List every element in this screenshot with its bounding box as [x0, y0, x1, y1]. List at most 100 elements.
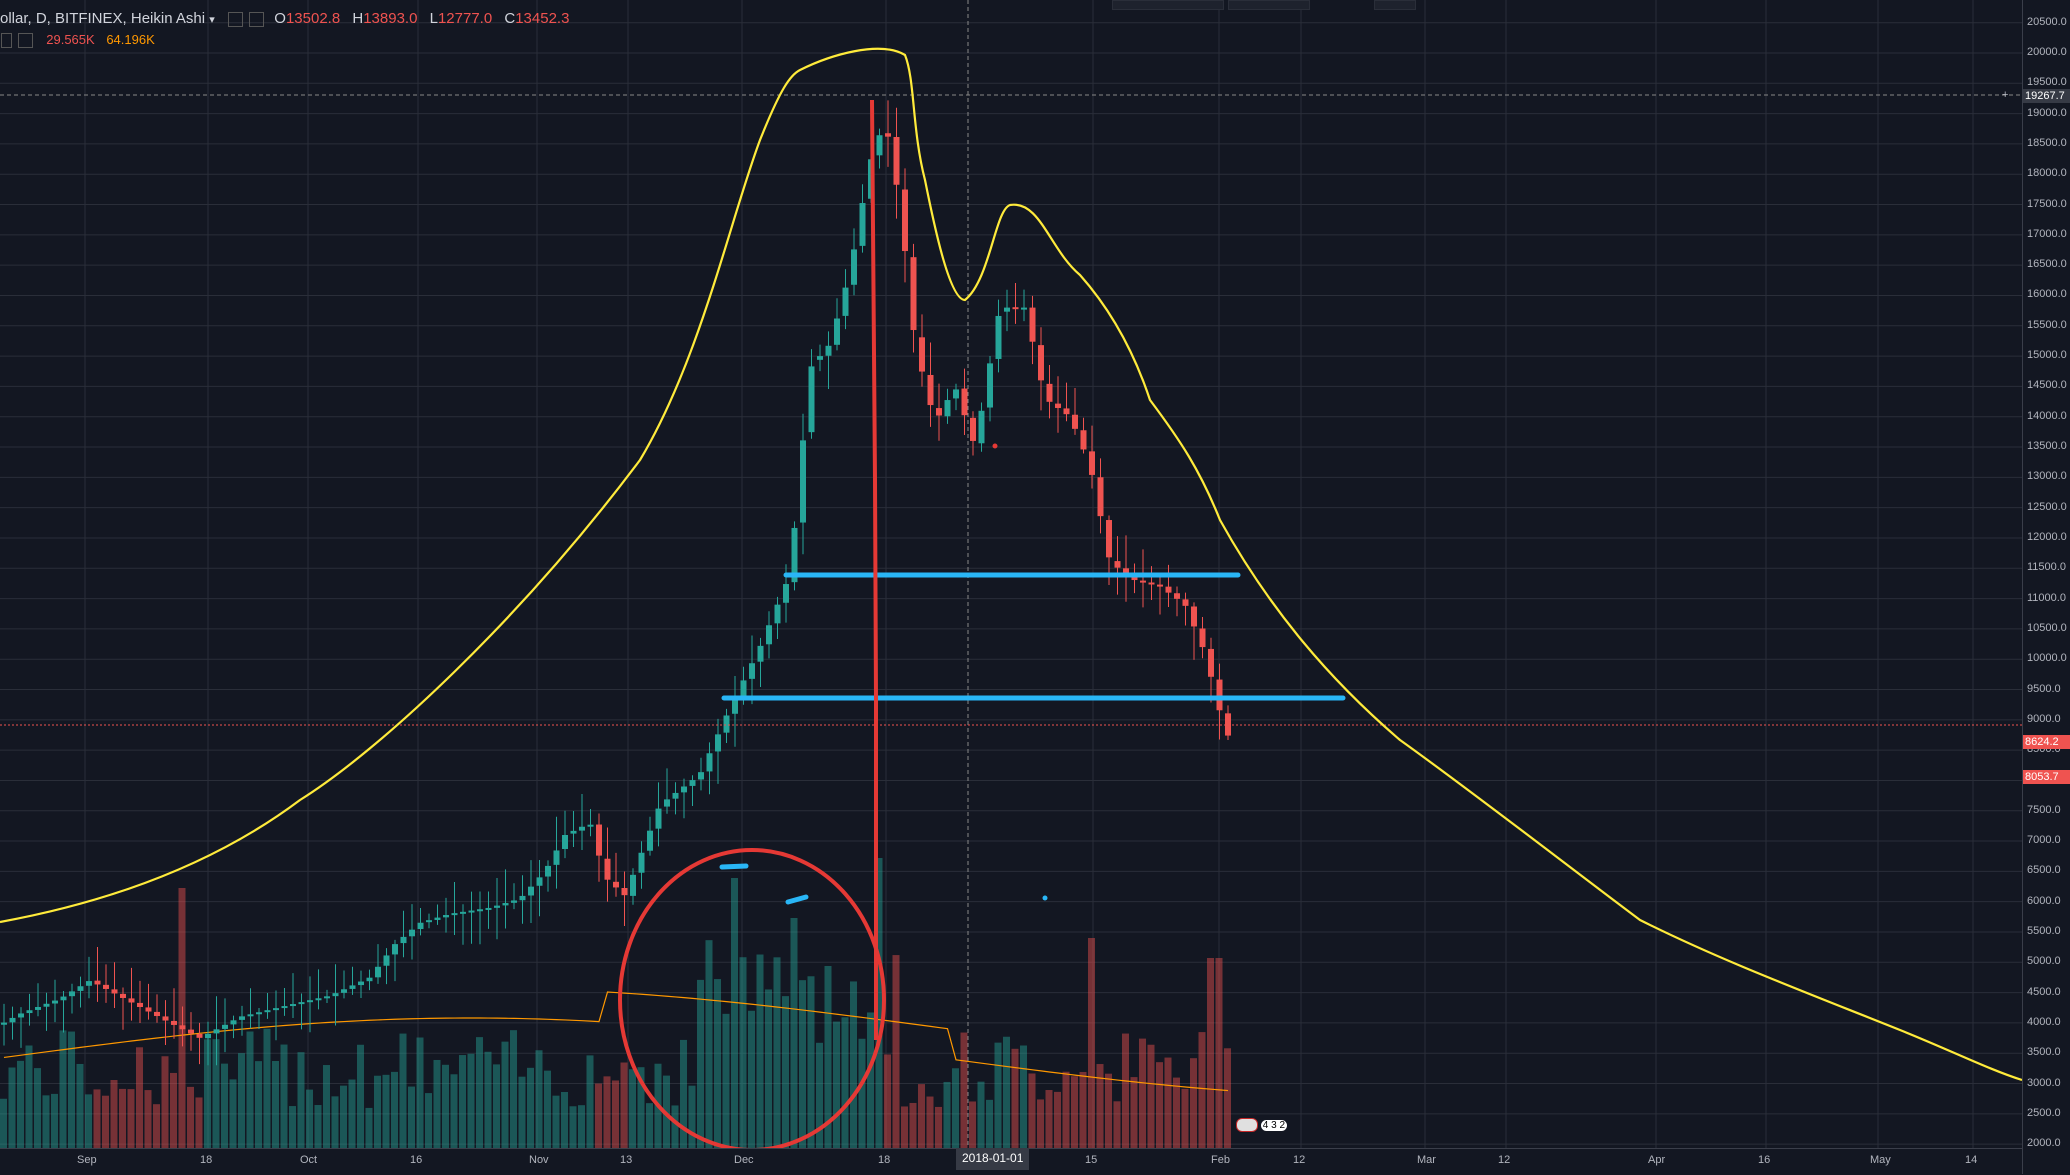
close-icon[interactable]: [249, 11, 265, 27]
close-icon[interactable]: [17, 33, 33, 49]
volume-bar: [238, 1053, 245, 1148]
drawing-red-ellipse: [618, 848, 886, 1148]
candle-body: [1225, 713, 1231, 736]
price-axis[interactable]: 20500.0 20000.0 19500.0 19000.0 18500.0 18000…: [2022, 0, 2070, 1174]
candle-body: [1004, 307, 1010, 312]
candle-body: [1174, 593, 1180, 599]
candle-body: [774, 604, 781, 624]
candle-body: [1097, 477, 1104, 517]
volume-bar: [510, 1030, 517, 1148]
price-tick-label: 2000.0: [2027, 1137, 2061, 1150]
volume-bar: [935, 1106, 942, 1148]
volume-bar: [697, 979, 704, 1148]
settings-icon[interactable]: [227, 11, 243, 27]
volume-bar: [110, 1079, 118, 1148]
volume-value: 29.565K: [46, 32, 95, 47]
volume-bar: [1088, 938, 1095, 1148]
candle-body: [808, 366, 815, 433]
top-toolbar-stub[interactable]: [1112, 0, 1224, 10]
price-tick-label: 11500.0: [2027, 561, 2066, 574]
candle-body: [502, 903, 509, 906]
volume-bar: [867, 1012, 874, 1148]
candle-body: [247, 1014, 254, 1017]
top-toolbar-stub[interactable]: [1228, 0, 1310, 10]
time-tick-label: 15: [1085, 1154, 1098, 1166]
eye-icon[interactable]: [1, 33, 12, 49]
price-tick-label: 10000.0: [2027, 652, 2067, 665]
symbol-title[interactable]: ollar, D, BITFINEX, Heikin Ashi: [0, 10, 206, 27]
volume-ma-line: [3, 991, 1229, 1092]
drawing-blue-dot: [1042, 895, 1048, 901]
candle-body: [927, 374, 934, 406]
time-tick-label: Apr: [1648, 1154, 1666, 1166]
candle-body: [715, 734, 721, 752]
volume-bar: [93, 1089, 101, 1148]
price-tick-label: 15500.0: [2027, 318, 2067, 331]
candle-body: [205, 1033, 211, 1039]
price-tick-label: 13000.0: [2027, 470, 2067, 483]
volume-bar: [977, 1081, 985, 1148]
chart-area[interactable]: ollar, D, BITFINEX, Heikin Ashi ▾ O13502…: [0, 0, 2022, 1148]
price-chart[interactable]: [0, 0, 2022, 1148]
candle-body: [995, 315, 1002, 359]
candle-body: [1038, 345, 1044, 381]
candle-body: [834, 318, 840, 345]
volume-bar: [221, 1063, 228, 1148]
candle-body: [366, 977, 373, 982]
volume-bar: [34, 1068, 41, 1148]
event-flags[interactable]: 4 3 2: [1236, 1118, 1288, 1132]
candle-body: [919, 337, 925, 372]
chevron-down-icon[interactable]: ▾: [209, 14, 215, 26]
volume-bar: [841, 1017, 849, 1148]
volume-bar: [289, 1106, 296, 1148]
volume-bar: [399, 1033, 407, 1148]
volume-bar: [484, 1051, 492, 1148]
candle-body: [936, 408, 942, 416]
candle-body: [987, 363, 993, 408]
candle-body: [18, 1013, 24, 1018]
candle-body: [434, 917, 441, 920]
time-tick-label: Nov: [529, 1154, 549, 1166]
candle-body: [188, 1029, 194, 1034]
volume-bar: [263, 1028, 271, 1148]
volume-bar: [1207, 958, 1214, 1148]
price-tick-label: 18500.0: [2027, 136, 2067, 149]
volume-bar: [59, 1030, 67, 1148]
candle-body: [1106, 520, 1112, 558]
candle-body: [154, 1011, 160, 1017]
volume-bar: [1045, 1090, 1053, 1148]
volume-bar: [909, 1102, 917, 1148]
candle-body: [86, 981, 92, 986]
volume-bar: [501, 1041, 509, 1148]
volume-bar: [76, 1063, 84, 1148]
price-tick-label: 12000.0: [2027, 530, 2067, 543]
volume-bar: [773, 957, 781, 1148]
flag-icon: [1236, 1118, 1258, 1132]
candle-body: [9, 1017, 16, 1023]
price-tick-label: 3500.0: [2027, 1046, 2061, 1059]
candle-body: [1046, 383, 1053, 402]
time-tick-label: 18: [200, 1154, 213, 1166]
top-toolbar-stub[interactable]: [1374, 0, 1416, 10]
plus-icon[interactable]: +: [2002, 89, 2009, 101]
candle-body: [613, 881, 619, 888]
volume-bar: [748, 1010, 755, 1148]
candle-body: [494, 905, 500, 908]
volume-bar: [620, 1062, 628, 1148]
price-tick-label: 15000.0: [2027, 349, 2067, 362]
low-label: L: [429, 10, 438, 27]
price-tick-label: 19500.0: [2027, 76, 2067, 89]
volume-bar: [688, 1085, 696, 1148]
volume-bar: [17, 1060, 24, 1148]
time-tick-label: 16: [410, 1154, 423, 1166]
candle-body: [536, 877, 543, 886]
candle-body: [1157, 584, 1163, 587]
drawing-red-dot: [992, 443, 998, 449]
candle-body: [1165, 586, 1172, 593]
price-tick-label: 20000.0: [2027, 46, 2067, 58]
volume-bar: [595, 1083, 602, 1148]
event-count: 4 3 2: [1260, 1119, 1288, 1131]
candle-body: [52, 1000, 58, 1004]
volume-bar: [408, 1086, 415, 1148]
volume-bar: [1096, 1064, 1104, 1148]
